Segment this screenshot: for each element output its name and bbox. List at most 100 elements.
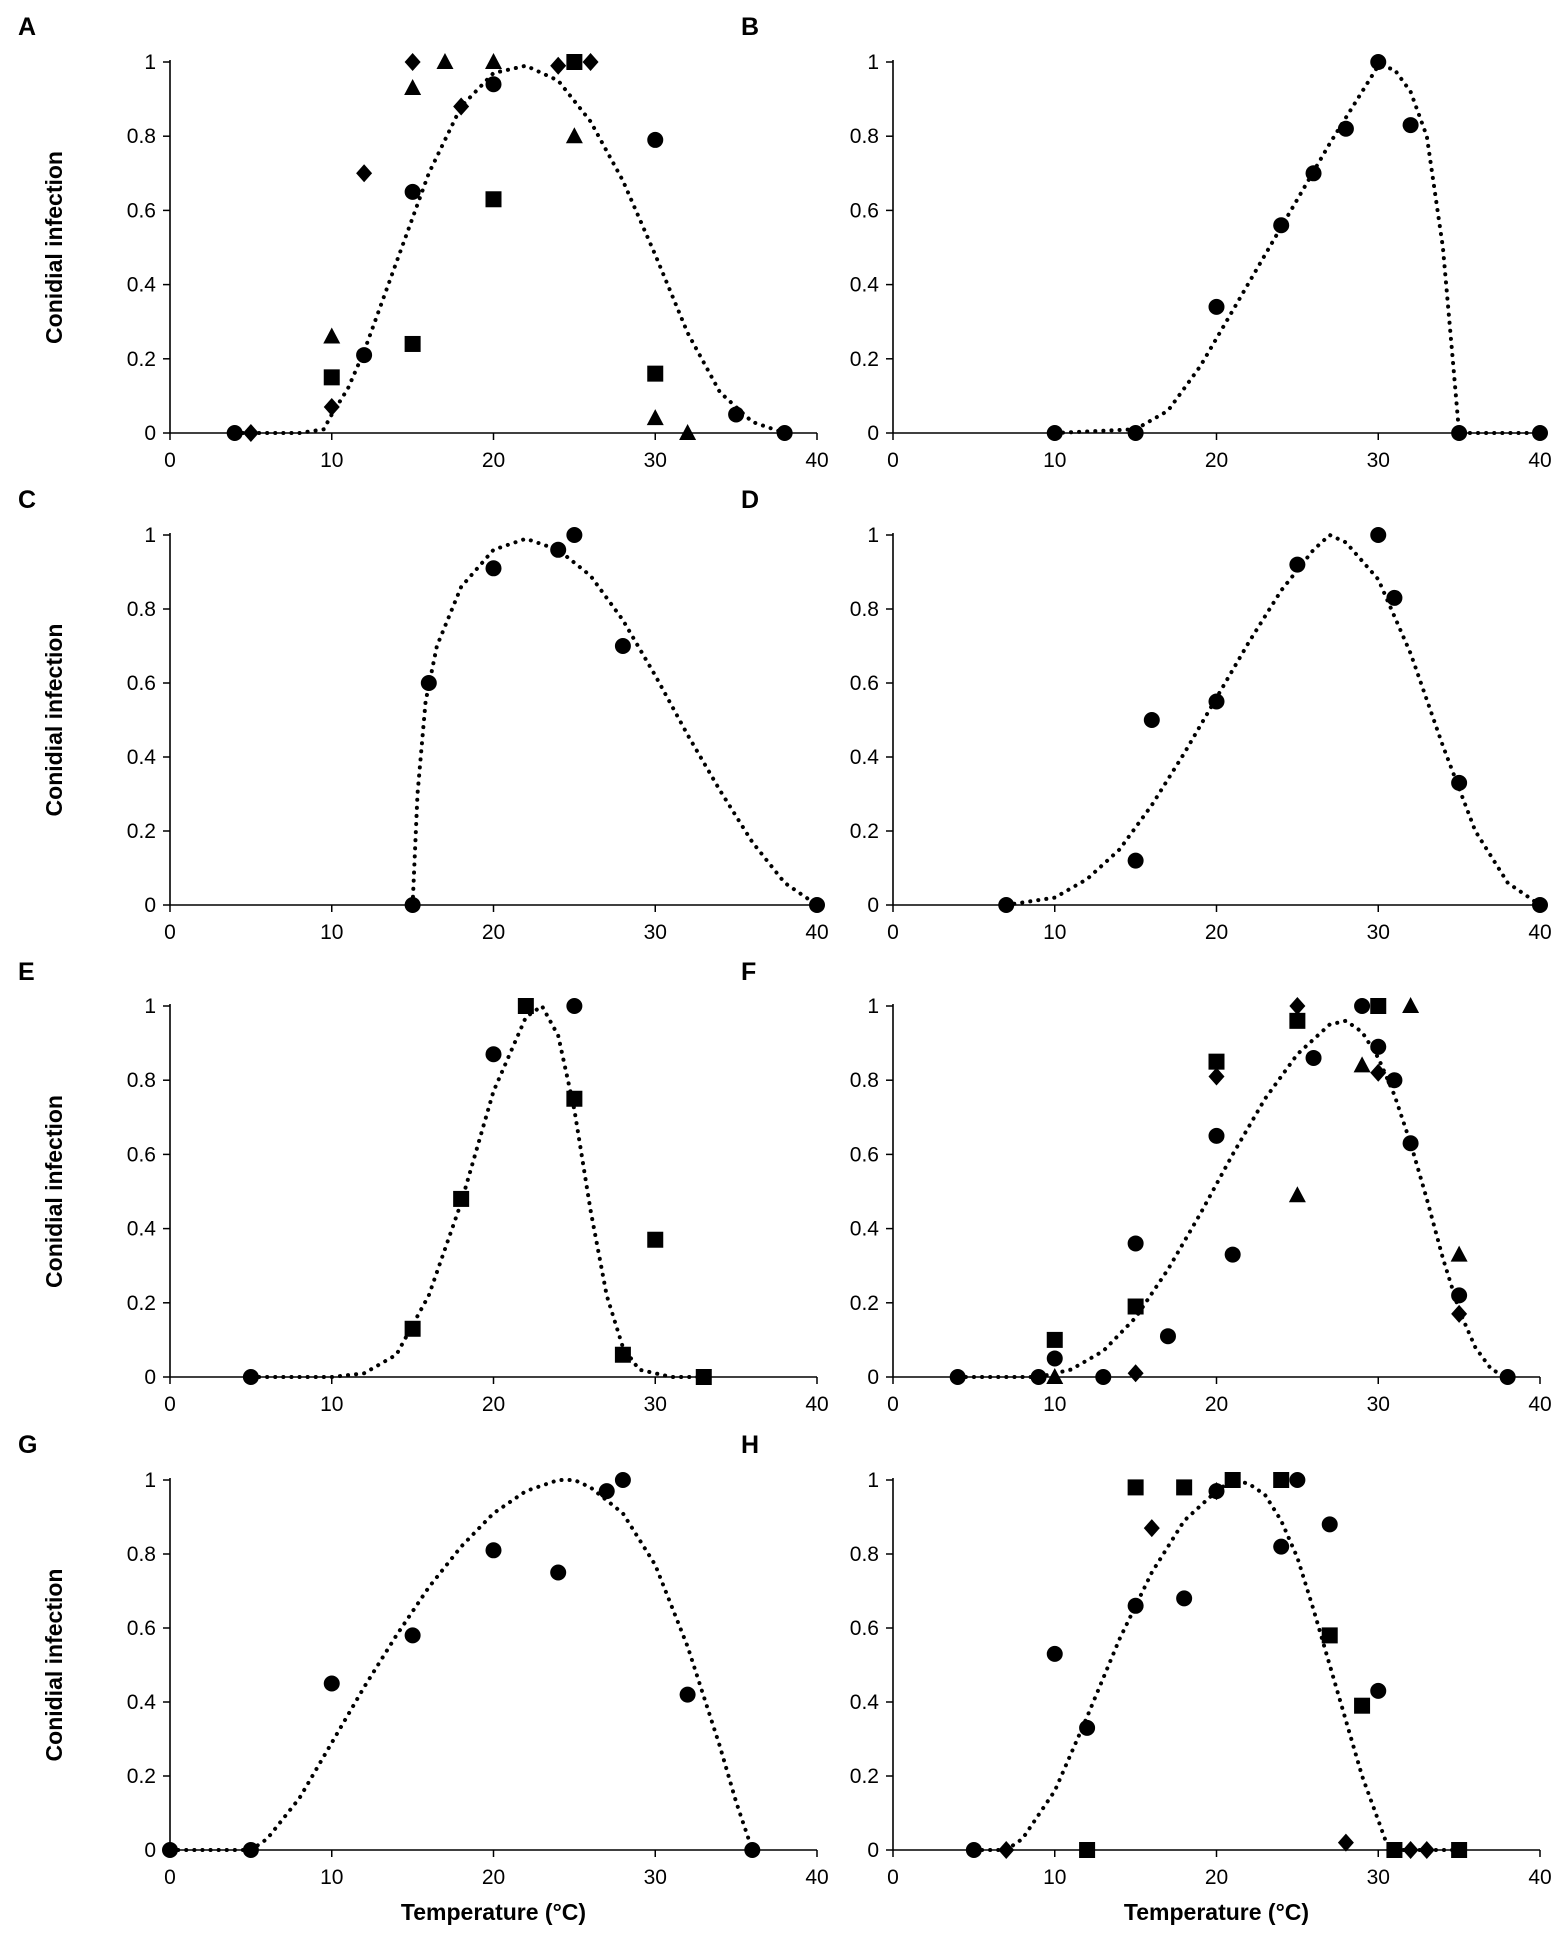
data-point-diamond	[1418, 1841, 1435, 1859]
data-point-circle	[1386, 589, 1403, 606]
y-tick-label: 0.2	[127, 1765, 156, 1788]
data-point-circle	[1402, 1135, 1419, 1152]
data-point-circle	[242, 1369, 259, 1385]
y-tick-label: 0	[144, 1839, 156, 1862]
data-point-square	[1451, 1842, 1468, 1858]
data-point-triangle	[404, 78, 422, 95]
data-point-circle	[1046, 1645, 1063, 1662]
x-tick-label: 10	[1043, 1866, 1066, 1889]
fit-curve	[168, 1478, 755, 1852]
data-point-circle	[1451, 774, 1468, 791]
data-point-square	[1386, 1842, 1403, 1858]
data-point-circle	[1127, 425, 1144, 441]
x-tick-label: 30	[1367, 1393, 1390, 1416]
data-point-square	[1127, 1479, 1144, 1496]
panel-label: D	[741, 486, 759, 514]
data-point-diamond	[323, 398, 340, 417]
data-point-circle	[1532, 425, 1548, 441]
y-tick-label: 0.4	[127, 274, 157, 297]
x-tick-label: 10	[1043, 1393, 1066, 1416]
y-tick-label: 0.2	[850, 820, 879, 843]
data-point-square	[1079, 1842, 1096, 1858]
data-point-diamond	[998, 1841, 1015, 1859]
x-tick-label: 0	[887, 1866, 899, 1889]
data-point-triangle	[436, 53, 454, 69]
data-point-circle	[949, 1369, 966, 1385]
data-point-diamond	[1143, 1519, 1160, 1538]
x-tick-label: 0	[887, 921, 899, 944]
data-point-square	[566, 54, 583, 70]
data-point-circle	[1127, 1597, 1144, 1614]
data-point-circle	[1176, 1590, 1193, 1607]
x-tick-label: 20	[482, 449, 505, 472]
data-point-circle	[162, 1842, 178, 1858]
fit-curve	[1004, 533, 1542, 907]
data-point-circle	[550, 1564, 567, 1581]
data-point-square	[1354, 1697, 1371, 1714]
y-tick-label: 1	[144, 995, 156, 1018]
x-tick-label: 20	[482, 921, 505, 944]
data-point-diamond	[453, 97, 470, 116]
data-point-circle	[1046, 1350, 1063, 1367]
y-tick-label: 0.6	[850, 199, 879, 222]
fit-curve	[1052, 63, 1542, 435]
data-point-diamond	[1208, 1482, 1225, 1501]
y-tick-label: 0.8	[850, 1543, 879, 1566]
y-tick-label: 0	[144, 894, 156, 917]
x-tick-label: 30	[1367, 1866, 1390, 1889]
y-tick-label: 0	[144, 1366, 156, 1389]
y-axis-title: Conidial infection	[41, 1569, 67, 1762]
data-point-square	[517, 998, 534, 1014]
data-point-diamond	[582, 53, 599, 71]
data-point-diamond	[1127, 1364, 1144, 1383]
data-point-circle	[550, 541, 567, 558]
x-tick-label: 40	[805, 1393, 828, 1416]
x-axis-title: Temperature (°C)	[401, 1899, 586, 1925]
y-tick-label: 0	[867, 422, 879, 445]
x-tick-label: 20	[1205, 921, 1228, 944]
data-point-circle	[404, 897, 421, 913]
data-point-square	[647, 365, 664, 382]
data-point-circle	[1354, 998, 1371, 1014]
y-tick-label: 1	[144, 51, 156, 74]
data-point-triangle	[1353, 1056, 1371, 1073]
y-tick-label: 0.8	[127, 598, 156, 621]
data-point-circle	[1321, 1516, 1338, 1533]
x-tick-label: 30	[644, 921, 667, 944]
data-point-circle	[1273, 1538, 1290, 1555]
data-point-triangle	[646, 409, 664, 426]
y-tick-label: 0.4	[127, 1691, 157, 1714]
panel-label: E	[18, 958, 35, 986]
y-tick-label: 0.6	[127, 199, 156, 222]
data-point-circle	[1273, 217, 1290, 234]
x-tick-label: 0	[164, 1866, 176, 1889]
data-point-circle	[1030, 1369, 1047, 1385]
data-point-circle	[485, 560, 502, 577]
data-point-triangle	[1046, 1368, 1064, 1384]
x-tick-label: 40	[805, 921, 828, 944]
data-point-circle	[1305, 1049, 1322, 1066]
data-point-square	[566, 1090, 583, 1107]
y-tick-label: 0.6	[850, 1143, 879, 1166]
data-point-square	[1370, 998, 1387, 1014]
data-point-square	[695, 1369, 712, 1385]
data-point-square	[614, 1346, 631, 1363]
data-point-square	[323, 369, 340, 386]
y-tick-label: 0.2	[127, 820, 156, 843]
x-tick-label: 40	[1528, 921, 1551, 944]
y-tick-label: 0.4	[850, 274, 880, 297]
fit-curve	[410, 536, 819, 907]
data-point-square	[1176, 1479, 1193, 1496]
x-tick-label: 20	[482, 1866, 505, 1889]
data-point-circle	[1208, 298, 1225, 315]
data-point-circle	[420, 675, 437, 691]
x-tick-label: 40	[1528, 1866, 1551, 1889]
data-point-circle	[226, 425, 243, 441]
y-tick-label: 0.4	[850, 1218, 880, 1241]
data-point-circle	[1127, 852, 1144, 869]
data-point-circle	[566, 998, 583, 1014]
x-tick-label: 10	[1043, 449, 1066, 472]
